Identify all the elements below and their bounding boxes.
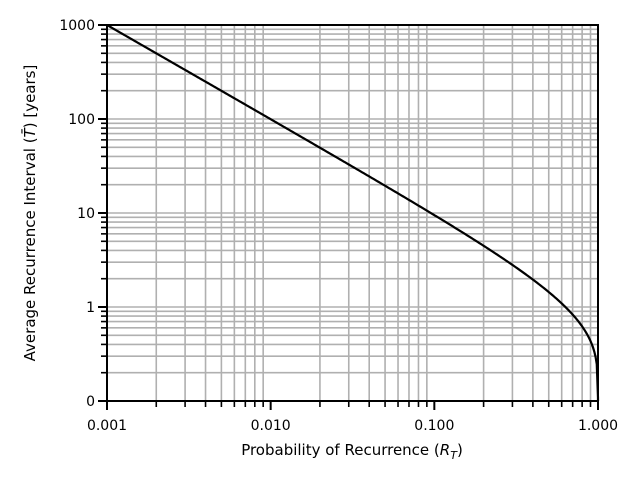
y-tick-label: 0: [86, 394, 95, 410]
x-tick-label: 0.100: [414, 418, 454, 434]
x-axis-label: Probability of Recurrence (RT): [241, 441, 463, 462]
grid-lines: [107, 25, 598, 401]
y-tick-label: 100: [68, 112, 95, 128]
y-axis-label: Average Recurrence Interval (T̄) [years]: [20, 65, 39, 362]
axis-ticks: [98, 24, 599, 410]
x-tick-label: 1.000: [578, 418, 618, 434]
x-tick-labels: 0.001 0.010 0.100 1.000: [87, 418, 618, 434]
recurrence-curve: [106, 24, 600, 402]
y-tick-label: 1000: [59, 18, 95, 34]
y-tick-labels: 0 1 10 100 1000: [59, 18, 95, 410]
y-tick-label: 10: [77, 206, 95, 222]
x-tick-label: 0.010: [251, 418, 291, 434]
y-tick-label: 1: [86, 300, 95, 316]
x-tick-label: 0.001: [87, 418, 127, 434]
